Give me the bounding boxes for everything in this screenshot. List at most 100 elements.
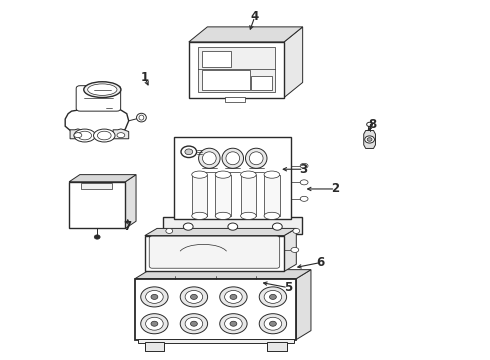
Ellipse shape [74, 133, 82, 138]
Bar [81, 183, 112, 189]
Ellipse shape [141, 314, 168, 334]
Ellipse shape [94, 235, 100, 239]
Ellipse shape [222, 148, 244, 168]
Polygon shape [65, 108, 129, 136]
Ellipse shape [166, 228, 172, 233]
Bar [192, 175, 207, 216]
Ellipse shape [180, 314, 208, 334]
Ellipse shape [94, 129, 115, 142]
Polygon shape [189, 27, 303, 42]
Ellipse shape [365, 136, 374, 143]
Ellipse shape [293, 228, 300, 233]
Ellipse shape [241, 171, 256, 178]
Bar [251, 76, 271, 90]
Polygon shape [113, 129, 129, 139]
Bar [145, 342, 164, 351]
Ellipse shape [191, 321, 197, 326]
Bar [138, 339, 294, 343]
Ellipse shape [300, 180, 308, 185]
Text: 8: 8 [368, 118, 376, 131]
Ellipse shape [185, 291, 203, 303]
Ellipse shape [367, 138, 372, 141]
FancyBboxPatch shape [76, 86, 121, 111]
Text: 6: 6 [317, 256, 325, 269]
Bar [197, 47, 275, 93]
Ellipse shape [117, 133, 125, 138]
Bar [264, 175, 280, 216]
Text: 2: 2 [331, 183, 340, 195]
Ellipse shape [137, 113, 147, 122]
Ellipse shape [228, 223, 238, 230]
Ellipse shape [272, 223, 282, 230]
Ellipse shape [300, 196, 308, 201]
Ellipse shape [264, 291, 282, 303]
Ellipse shape [181, 146, 196, 158]
Ellipse shape [141, 287, 168, 307]
Bar [135, 279, 296, 339]
Ellipse shape [230, 321, 237, 326]
Polygon shape [296, 270, 311, 339]
Ellipse shape [230, 294, 237, 300]
Bar [174, 137, 292, 220]
Ellipse shape [151, 321, 158, 326]
Ellipse shape [215, 212, 231, 220]
Text: 4: 4 [251, 10, 259, 23]
Bar [225, 97, 245, 102]
Ellipse shape [151, 294, 158, 300]
Ellipse shape [84, 82, 121, 98]
Ellipse shape [146, 317, 163, 330]
Ellipse shape [259, 314, 287, 334]
Ellipse shape [88, 84, 117, 95]
Ellipse shape [264, 317, 282, 330]
Ellipse shape [202, 152, 216, 165]
Ellipse shape [220, 287, 247, 307]
Ellipse shape [270, 321, 276, 326]
Ellipse shape [224, 291, 242, 303]
Ellipse shape [300, 163, 308, 168]
Text: 5: 5 [284, 281, 292, 294]
Ellipse shape [191, 294, 197, 300]
Bar [267, 342, 287, 351]
Ellipse shape [185, 149, 193, 155]
Ellipse shape [185, 317, 203, 330]
Bar [189, 42, 284, 98]
Ellipse shape [78, 131, 92, 140]
Ellipse shape [98, 131, 111, 140]
Ellipse shape [224, 317, 242, 330]
Ellipse shape [270, 294, 276, 300]
Ellipse shape [259, 287, 287, 307]
Polygon shape [125, 175, 136, 228]
Ellipse shape [249, 152, 263, 165]
Ellipse shape [139, 115, 144, 120]
Polygon shape [364, 131, 375, 148]
Bar [202, 70, 249, 90]
Ellipse shape [226, 152, 240, 165]
Bar [241, 175, 256, 216]
Polygon shape [284, 228, 296, 271]
Ellipse shape [192, 171, 207, 178]
Bar [69, 182, 125, 228]
Ellipse shape [198, 148, 220, 168]
Polygon shape [135, 270, 311, 279]
Text: 3: 3 [299, 163, 308, 176]
Ellipse shape [192, 212, 207, 220]
FancyBboxPatch shape [149, 236, 280, 268]
Ellipse shape [291, 247, 299, 252]
Ellipse shape [220, 314, 247, 334]
Ellipse shape [183, 223, 193, 230]
Bar [202, 51, 231, 67]
Ellipse shape [215, 171, 231, 178]
Ellipse shape [264, 212, 280, 220]
Ellipse shape [264, 171, 280, 178]
Ellipse shape [241, 212, 256, 220]
Ellipse shape [180, 287, 208, 307]
Ellipse shape [245, 148, 267, 168]
Polygon shape [145, 228, 296, 235]
Bar [145, 235, 284, 271]
Text: 1: 1 [141, 71, 149, 84]
Polygon shape [69, 175, 136, 182]
Ellipse shape [367, 122, 372, 127]
Text: 7: 7 [123, 220, 132, 233]
Ellipse shape [146, 291, 163, 303]
Ellipse shape [74, 129, 96, 142]
